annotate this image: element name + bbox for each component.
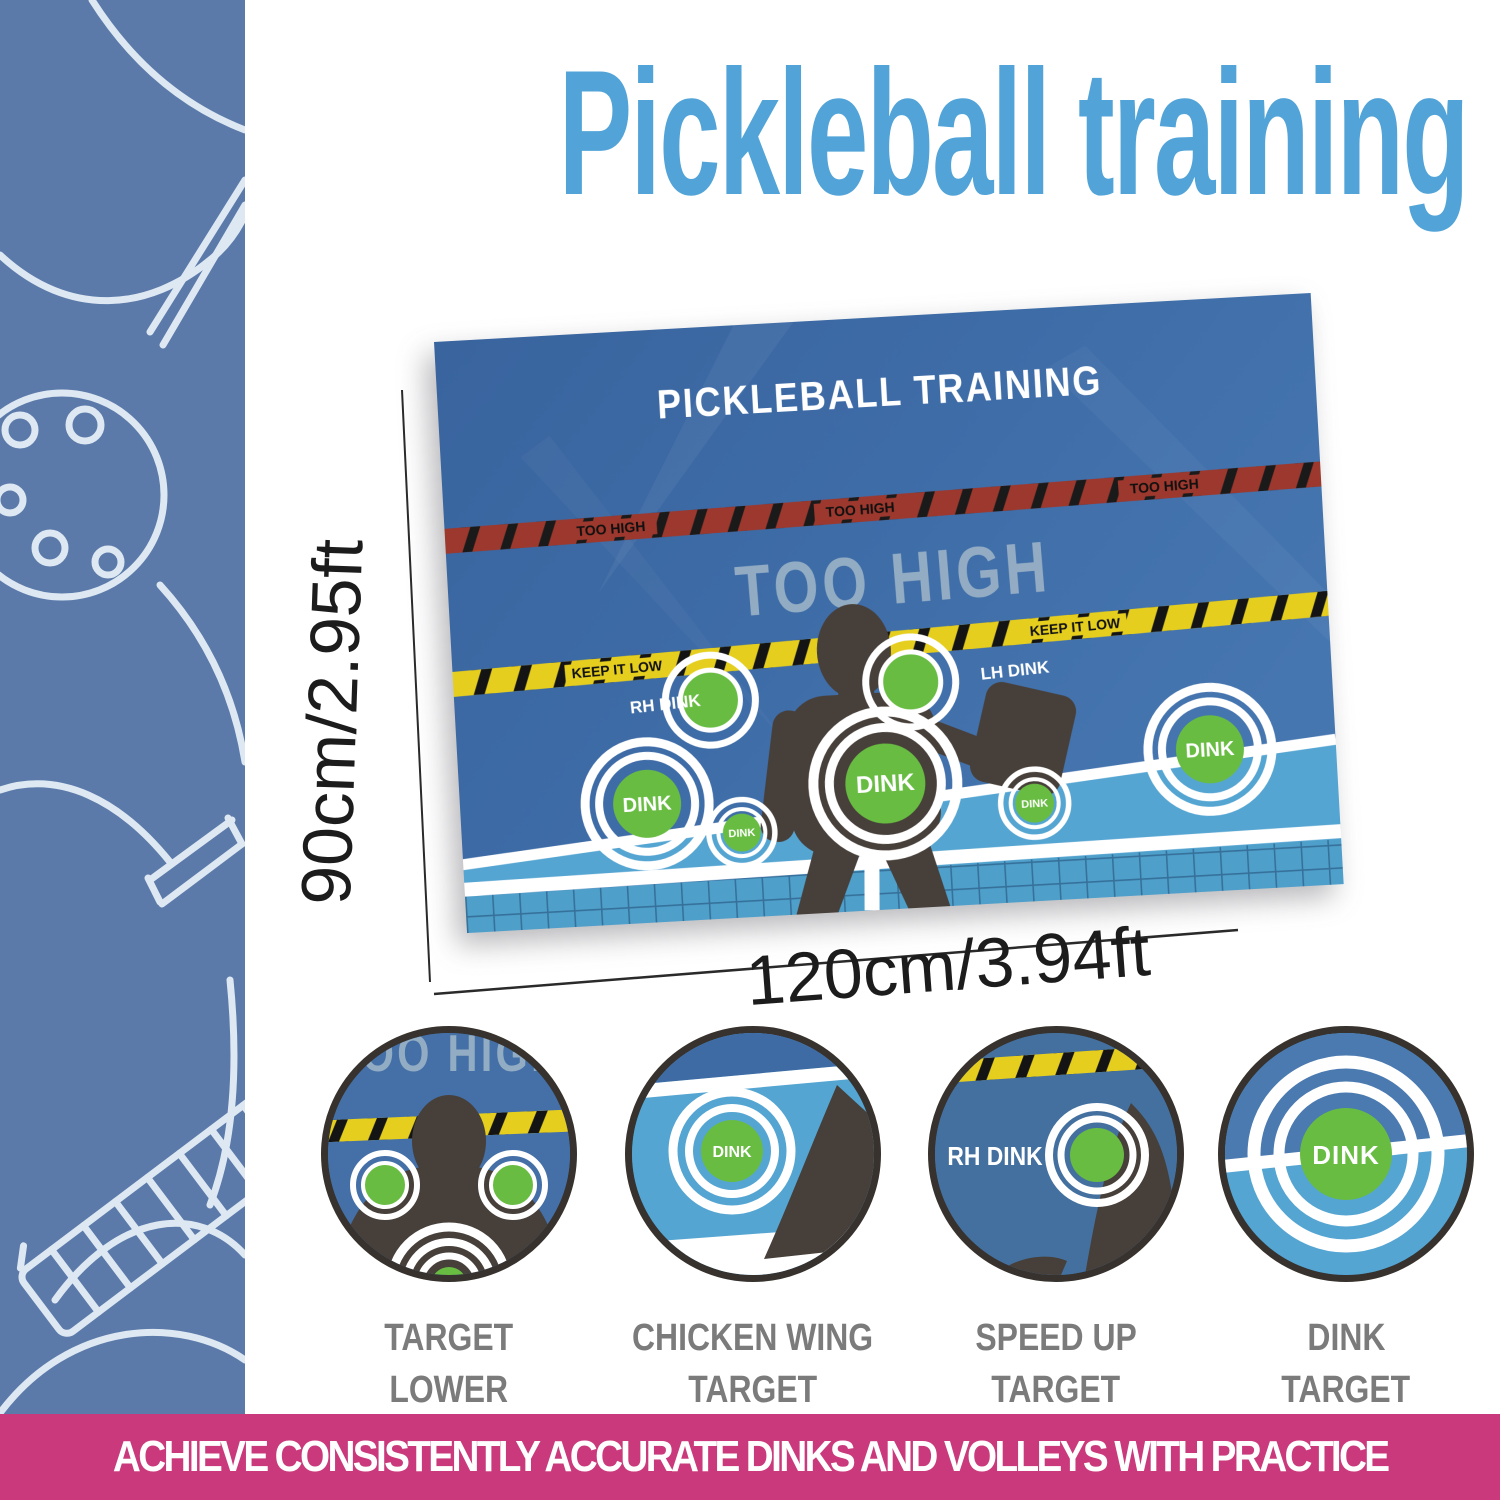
callout-speed-up-target: RH DINK xyxy=(928,1026,1184,1282)
chest-target xyxy=(387,1222,511,1275)
net-top-band xyxy=(424,824,1342,900)
callout-label-speed-up: SPEED UP TARGET xyxy=(975,1317,1137,1412)
dink-target-small-left: DINK xyxy=(706,796,778,869)
rh-dink-overlay-label: RH DINK xyxy=(947,1143,1043,1172)
speed-up-target-closeup xyxy=(1045,1103,1149,1207)
callout-target-lower: TOO HIGH xyxy=(321,1026,577,1282)
footer-message: ACHIEVE CONSISTENTLY ACCURATE DINKS AND … xyxy=(112,1432,1390,1481)
page-title-text: Pickleball training xyxy=(558,33,1470,232)
callout-label-chicken-wing: CHICKEN WING TARGET xyxy=(632,1317,874,1412)
footer-banner: ACHIEVE CONSISTENTLY ACCURATE DINKS AND … xyxy=(0,1414,1500,1500)
svg-text:DINK: DINK xyxy=(1021,797,1049,810)
callout-label-dink: DINK TARGET xyxy=(1281,1317,1411,1412)
svg-text:DINK: DINK xyxy=(855,769,916,799)
svg-text:DINK: DINK xyxy=(712,1144,752,1161)
callout-label-target-lower: TARGET LOWER xyxy=(384,1317,514,1412)
pickleball-icon xyxy=(0,389,168,601)
paddle-lineart-icon xyxy=(0,0,245,1414)
dink-target-center: DINK xyxy=(808,706,963,861)
dimension-line-vertical xyxy=(401,389,431,983)
svg-text:TOO HIGH: TOO HIGH xyxy=(1129,475,1199,496)
rh-dink-target xyxy=(661,651,759,749)
training-mat-poster: PICKLEBALL TRAINING TOO HIGH TOO HIGH TO… xyxy=(404,292,1371,936)
width-dimension-label: 120cm/3.94ft xyxy=(743,911,1153,1021)
net-mesh xyxy=(425,839,1344,936)
svg-text:DINK: DINK xyxy=(1312,1140,1380,1170)
page-title: Pickleball training xyxy=(280,44,1500,222)
svg-text:DINK: DINK xyxy=(1185,738,1236,763)
paddle-silhouette-icon xyxy=(970,681,1077,796)
callout-chicken-wing-target: DINK xyxy=(625,1026,881,1282)
sidebar-decor xyxy=(0,0,245,1414)
shoulder-target-left xyxy=(350,1150,420,1220)
dink-target-macro: DINK xyxy=(1247,1055,1445,1253)
dink-target-small-right: DINK xyxy=(997,766,1072,840)
svg-text:TOO HIGH: TOO HIGH xyxy=(576,518,646,539)
dink-target-left: DINK xyxy=(580,737,714,871)
watermark-text: TOO HIGH xyxy=(334,1033,564,1082)
dink-target-right: DINK xyxy=(1143,682,1277,816)
svg-text:DINK: DINK xyxy=(622,792,673,817)
callout-dink-target: DINK xyxy=(1218,1026,1474,1282)
leg-silhouette xyxy=(764,1085,874,1259)
height-dimension-label: 90cm/2.95ft xyxy=(286,537,378,907)
too-high-tape: TOO HIGH TOO HIGH TOO HIGH xyxy=(404,458,1364,557)
shoulder-target-right xyxy=(478,1150,548,1220)
dink-target-closeup: DINK xyxy=(668,1087,796,1215)
svg-text:TOO HIGH: TOO HIGH xyxy=(825,499,895,520)
svg-text:DINK: DINK xyxy=(728,827,756,840)
